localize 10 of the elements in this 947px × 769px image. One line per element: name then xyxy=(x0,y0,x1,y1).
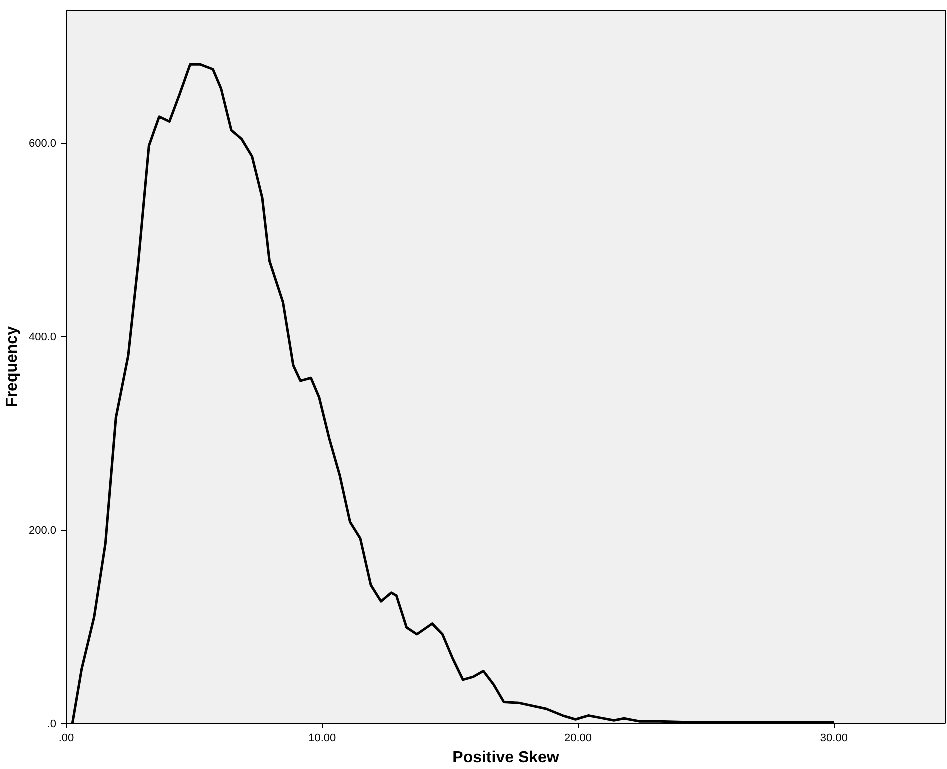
y-tick-label: .0 xyxy=(47,718,57,730)
x-tick-label: .00 xyxy=(58,732,74,744)
y-tick-label: 600.0 xyxy=(28,138,57,150)
y-axis-title: Frequency xyxy=(4,326,21,408)
x-tick-label: 30.00 xyxy=(820,732,848,744)
x-axis-title: Positive Skew xyxy=(452,750,560,766)
y-tick-label: 200.0 xyxy=(28,525,57,538)
y-tick-label: 400.0 xyxy=(28,332,57,344)
x-tick-label: 10.00 xyxy=(308,732,336,744)
x-tick-label: 20.00 xyxy=(564,732,592,744)
